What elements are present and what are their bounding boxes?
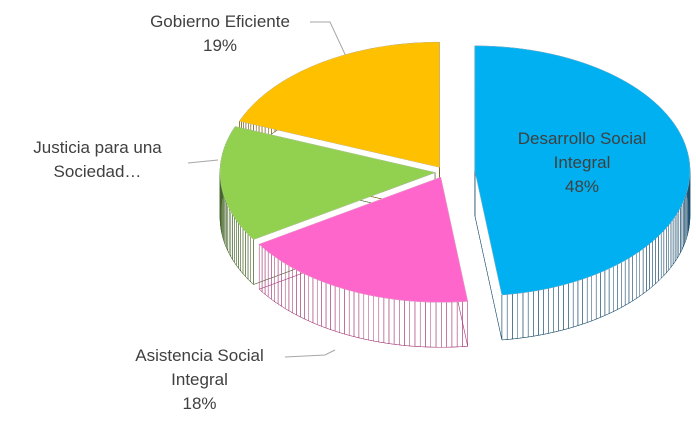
value-label: 18% xyxy=(182,394,217,413)
data-label: Asistencia Social Integral 18% xyxy=(112,344,287,416)
category-label: Gobierno Eficiente xyxy=(150,12,290,31)
slice xyxy=(239,41,440,168)
leader-line xyxy=(187,159,219,164)
slice xyxy=(258,176,469,303)
category-label: Asistencia Social Integral xyxy=(135,346,264,389)
data-label: Desarrollo Social Integral 48% xyxy=(508,127,656,199)
category-label: Desarrollo Social Integral xyxy=(517,129,647,172)
slice xyxy=(474,45,691,296)
value-label: 19% xyxy=(202,36,238,55)
category-label: Justicia para una Sociedad… xyxy=(33,138,162,181)
data-label: Justicia para una Sociedad… xyxy=(10,136,185,184)
leader-line xyxy=(284,349,336,358)
data-label: Gobierno Eficiente 19% xyxy=(120,10,320,58)
slice xyxy=(219,126,436,240)
value-label: 48% xyxy=(564,177,600,196)
leader-line xyxy=(310,21,351,66)
